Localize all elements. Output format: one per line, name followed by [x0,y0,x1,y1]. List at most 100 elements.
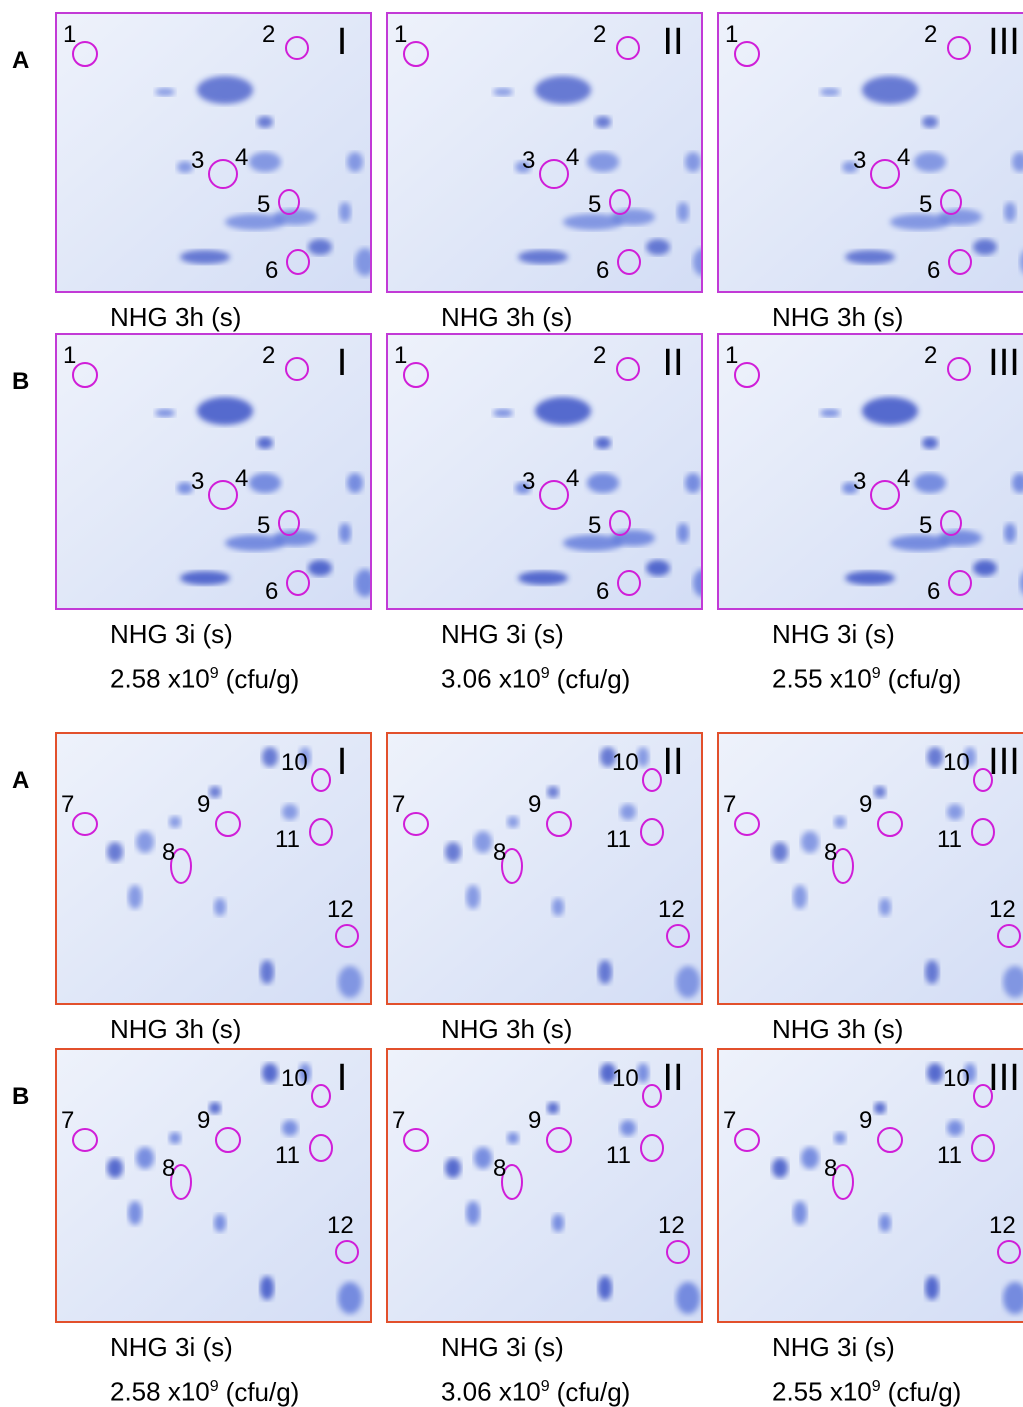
protein-blob [1004,202,1016,222]
spot-circle [215,1127,241,1153]
protein-blob [845,250,895,264]
protein-blob [637,1063,649,1083]
protein-blob [646,239,670,255]
protein-blob [209,1102,221,1114]
protein-blob [595,116,611,128]
caption: NHG 3i (s) 2.58 x109 (cfu/g) [110,614,299,699]
caption: NHG 3h (s) [772,1009,903,1049]
caption-count: 2.58 x109 (cfu/g) [110,654,299,699]
spot-label: 4 [566,144,579,171]
gel-background [386,1048,703,1323]
protein-blob [676,966,700,998]
protein-blob [914,473,946,493]
count-exponent: 9 [871,1378,881,1395]
panel-numeral: III [988,741,1020,783]
panel-numeral: III [988,342,1020,384]
protein-blob [834,1132,846,1144]
panel-border [717,333,1023,610]
protein-blob [927,1063,943,1083]
caption: NHG 3i (s) 3.06 x109 (cfu/g) [441,1327,630,1407]
protein-blob [1020,252,1023,272]
spot-label: 3 [853,147,866,174]
spot-label: 6 [596,578,609,605]
protein-blob [214,898,226,916]
spot-label: 3 [522,468,535,495]
panel-border [55,333,372,610]
protein-blob [1012,152,1023,172]
gel-panel: II 1 2 3 45 6 [386,12,703,293]
panel-border [55,732,372,1005]
spot-label: 1 [394,342,407,369]
panel-numeral: III [988,21,1020,63]
panel-numeral: I [337,342,348,384]
spot-circle [832,848,854,884]
caption-label: NHG 3i (s) [110,619,233,649]
protein-blob [493,409,513,417]
protein-blob [820,409,840,417]
protein-blob [879,1214,891,1232]
spot-circle [971,818,995,846]
spot-circle [948,249,972,275]
spot-label: 12 [327,896,354,923]
row-label: B [12,1083,30,1110]
row-label: A [12,47,30,74]
panel-border [717,732,1023,1005]
protein-blob [925,1276,939,1300]
spot-label: 5 [588,512,601,539]
protein-blob [355,248,372,276]
count-exponent: 9 [209,665,219,682]
protein-blob [257,437,273,449]
protein-blob [466,885,480,909]
spot-circle [666,924,690,948]
spot-label: 9 [197,791,210,818]
protein-blob [169,1132,181,1144]
panel-border [55,12,372,293]
spot-label: 10 [612,1065,639,1092]
protein-blob [820,88,840,96]
spot-label: 11 [275,1142,300,1169]
row-label: B [12,368,30,395]
spot-circle [997,1240,1021,1264]
spot-label: 9 [528,791,541,818]
spot-label: 2 [262,342,275,369]
spot-circle [947,357,971,381]
caption-label: NHG 3h (s) [110,302,242,332]
count-unit: (cfu/g) [556,1376,631,1407]
protein-blob [515,161,531,173]
protein-blob [180,250,230,264]
spot-label: 4 [235,144,248,171]
spot-label: 11 [606,1142,631,1169]
gel-panel: III 7 89 10 11 12 [717,732,1023,1005]
spot-label: 6 [596,257,609,284]
protein-blob [547,1102,559,1114]
spot-label: 8 [824,1155,837,1182]
count-unit: (cfu/g) [887,1376,962,1407]
spot-circle [734,41,760,67]
spot-label: 6 [265,578,278,605]
caption: NHG 3i (s) 2.55 x109 (cfu/g) [772,614,961,699]
spot-circle [539,159,569,189]
spot-label: 7 [61,791,74,818]
protein-blob [552,898,564,916]
gel-background [717,732,1023,1005]
caption: NHG 3h (s) [110,1009,241,1049]
protein-blob [308,560,332,576]
protein-blob [842,161,858,173]
protein-blob [874,786,886,798]
protein-blob [801,1147,819,1169]
spot-circle [539,480,569,510]
spot-label: 8 [493,1155,506,1182]
spot-label: 2 [593,342,606,369]
spot-label: 1 [394,21,407,48]
protein-blob [107,842,123,862]
count-mantissa: 2.58 x10 [110,663,210,694]
caption-count: 2.55 x109 (cfu/g) [772,1367,961,1407]
protein-blob [927,747,943,767]
caption-label: NHG 3i (s) [441,619,564,649]
panel-numeral: II [662,1057,683,1099]
gel-panel: I 7 89 10 11 12 [55,1048,372,1323]
panel-border [717,12,1023,293]
count-mantissa: 2.58 x10 [110,1376,210,1407]
protein-blob [973,239,997,255]
